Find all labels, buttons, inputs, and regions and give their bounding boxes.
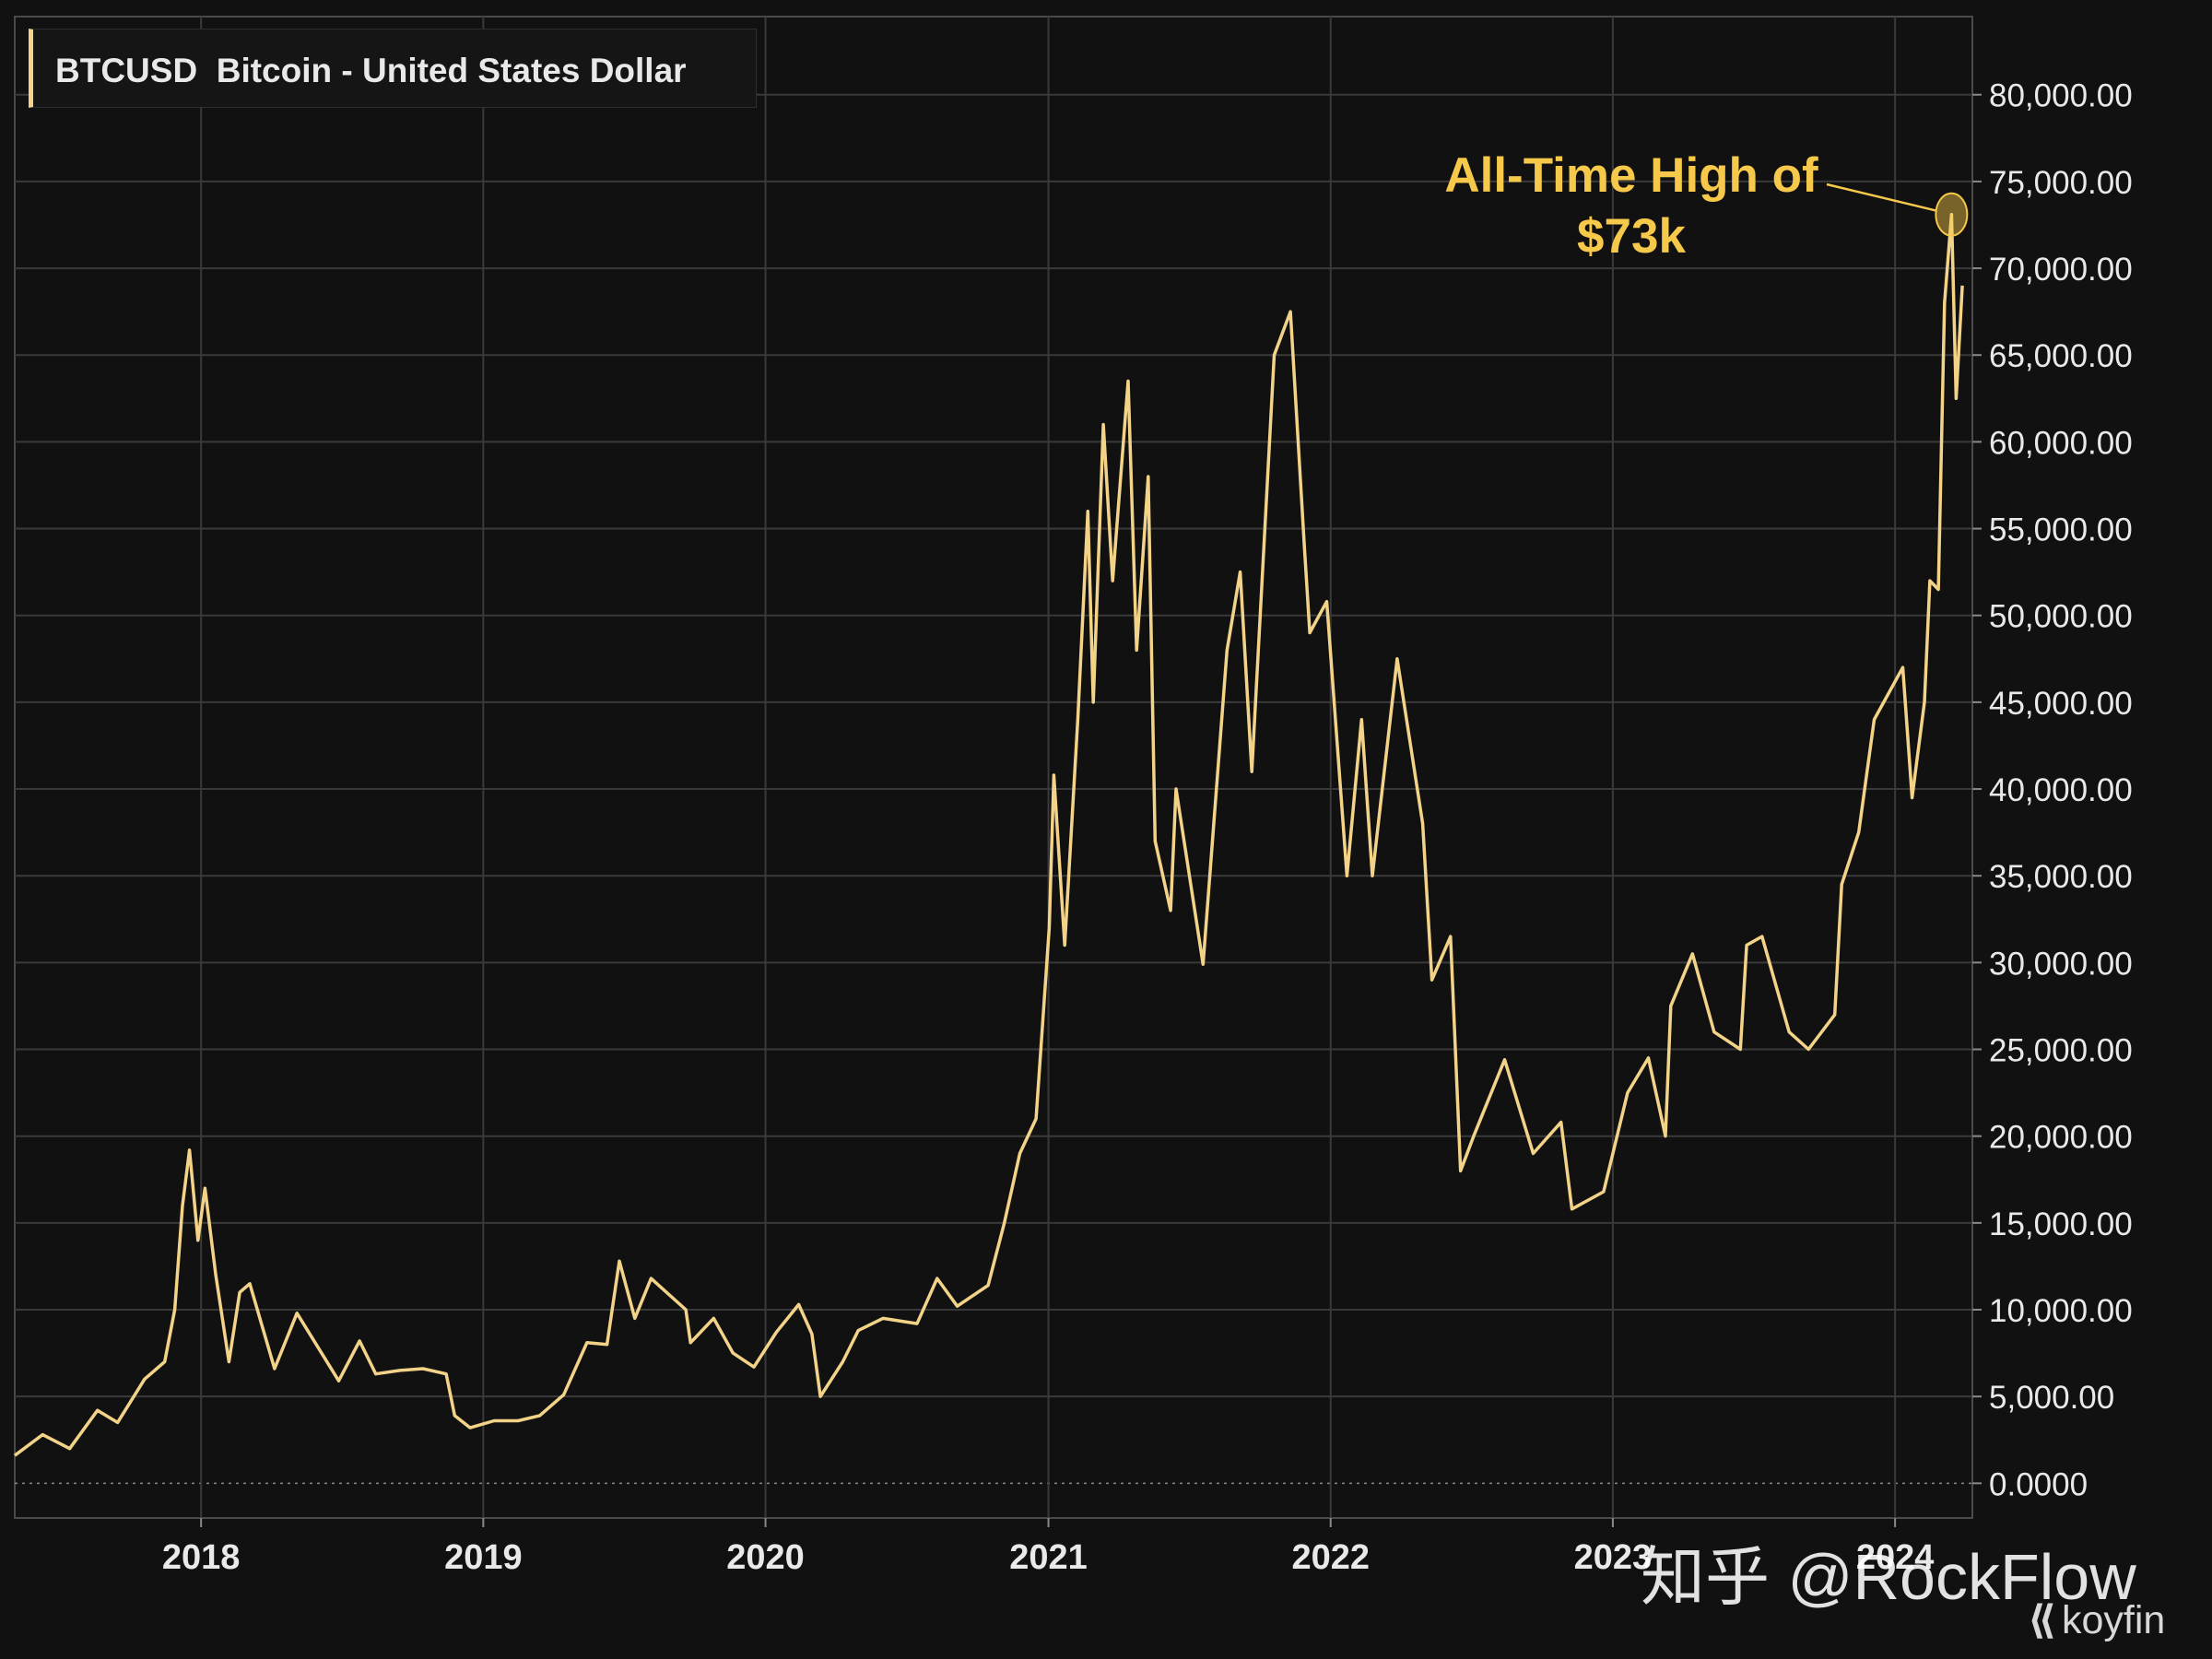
koyfin-logo-icon: ⟪ xyxy=(2028,1598,2056,1642)
y-tick-label: 30,000.00 xyxy=(1989,946,2133,982)
ath-annotation-line1: All-Time High of xyxy=(1444,148,1818,203)
y-tick-label: 50,000.00 xyxy=(1989,599,2133,635)
ath-annotation: All-Time High of $73k xyxy=(1419,146,1843,267)
ath-marker xyxy=(1935,192,1969,237)
y-tick-label: 75,000.00 xyxy=(1989,165,2133,201)
y-tick-label: 0.0000 xyxy=(1989,1466,2088,1502)
y-tick-label: 10,000.00 xyxy=(1989,1293,2133,1329)
y-tick-label: 20,000.00 xyxy=(1989,1120,2133,1156)
y-tick-label: 5,000.00 xyxy=(1989,1380,2114,1416)
x-tick-label: 2020 xyxy=(726,1538,805,1577)
x-tick-label: 2023 xyxy=(1574,1538,1653,1577)
y-tick-label: 65,000.00 xyxy=(1989,338,2133,374)
symbol-name: Bitcoin - United States Dollar xyxy=(216,52,687,89)
y-tick-label: 35,000.00 xyxy=(1989,859,2133,895)
y-tick-label: 55,000.00 xyxy=(1989,512,2133,548)
price-line xyxy=(13,212,1964,1457)
y-tick-label: 70,000.00 xyxy=(1989,252,2133,288)
x-tick-label: 2019 xyxy=(444,1538,523,1577)
y-tick-label: 60,000.00 xyxy=(1989,425,2133,461)
watermark: 知乎 @RockFlow xyxy=(1641,1541,2136,1613)
ath-pointer xyxy=(1826,182,1937,212)
y-tick-label: 40,000.00 xyxy=(1989,772,2133,808)
brand-name: koyfin xyxy=(2062,1598,2166,1642)
symbol-ticker: BTCUSD xyxy=(55,52,198,89)
plot-frame xyxy=(14,16,1973,1519)
y-tick-label: 15,000.00 xyxy=(1989,1206,2133,1242)
x-tick-label: 2022 xyxy=(1291,1538,1370,1577)
x-tick-label: 2021 xyxy=(1009,1538,1088,1577)
ath-annotation-line2: $73k xyxy=(1577,209,1686,264)
y-tick-label: 45,000.00 xyxy=(1989,686,2133,722)
y-tick-label: 25,000.00 xyxy=(1989,1033,2133,1069)
y-tick-label: 80,000.00 xyxy=(1989,78,2133,114)
koyfin-brand: ⟪ koyfin xyxy=(2028,1597,2165,1643)
symbol-legend: BTCUSD Bitcoin - United States Dollar xyxy=(29,29,757,108)
x-tick-label: 2024 xyxy=(1856,1538,1935,1577)
x-tick-label: 2018 xyxy=(162,1538,241,1577)
